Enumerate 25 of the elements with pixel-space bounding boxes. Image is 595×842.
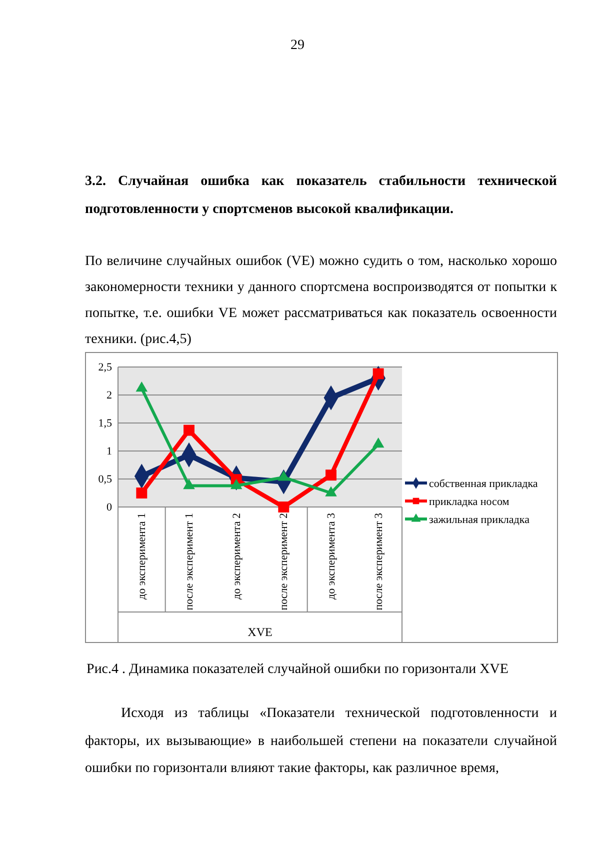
point (326, 470, 336, 481)
text: Рис.4 . Динамика показателей случайной ошибки по горизонтали XVE (86, 662, 510, 678)
y-tick-label: 1 (106, 446, 112, 458)
point (184, 424, 194, 436)
legend-label: зажильная прикладка (429, 514, 530, 526)
x-tick-label: до эксперимента 2 (230, 513, 243, 600)
x-tick-label: до эксперимента 3 (326, 512, 338, 600)
y-tick-label: 1,5 (98, 418, 112, 430)
y-tick-label: 2,5 (98, 362, 112, 374)
point (136, 488, 148, 498)
y-tick-label: 0 (106, 502, 112, 514)
text: Исходя из таблицы «Показатели технической подготовленности и факторы, их вызывающие» в наибольшей степени на показатели случайной ошибки по горизонтали влияют такие факторы, как различное время, (85, 705, 557, 778)
legend-label: собственная прикладка (429, 478, 538, 490)
y-tick-label: 2 (106, 390, 112, 402)
y-tick-label: 0,5 (98, 474, 112, 486)
x-tick-label: после эксперимент 3 (372, 512, 385, 610)
x-axis-title: XVE (248, 625, 272, 639)
x-tick-label: после эксперимент 2 (278, 513, 290, 610)
text: По величине случайных ошибок (VE) можно судить о том, насколько хорошо закономерности техники у данного спортсмена воспроизводятся от попытки к попытке, т.е. ошибки VE может рассматриваться как показатель освоенности техники. (рис.4,5) (85, 253, 557, 349)
x-tick-label: до эксперимента 1 (136, 513, 148, 600)
text: 29 (290, 37, 306, 55)
text: 3.2. Случайная ошибка как показатель стабильности технической подготовленности у спортсменов высокой квалификации. (85, 173, 557, 219)
legend-label: прикладка носом (429, 496, 510, 508)
point (278, 502, 290, 512)
x-tick-label: после эксперимент 1 (184, 513, 196, 610)
